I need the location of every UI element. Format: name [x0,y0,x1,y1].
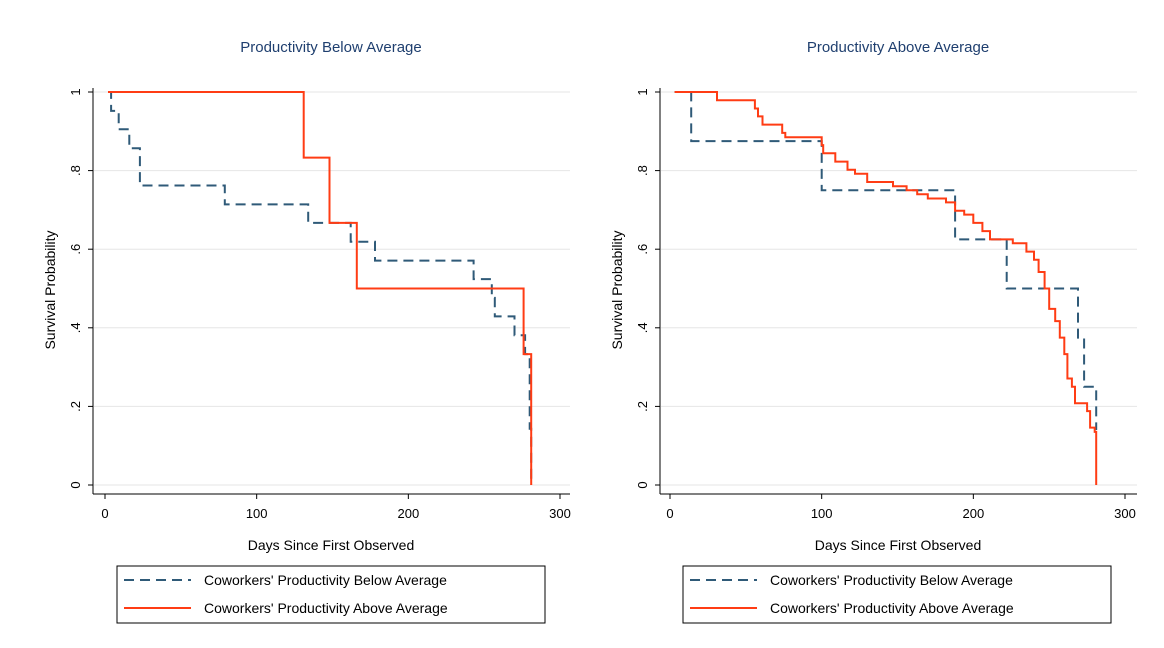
panel-left: Productivity Below Average 0 .2 .4 .6 .8 1 0 10… [42,39,571,624]
legend: Coworkers' Productivity Below Average Co… [116,565,546,624]
y-tick-label: .2 [635,401,650,412]
gridlines [661,91,1137,486]
series-line-above-average [674,91,1098,485]
ticks: 0 .2 .4 .6 .8 1 0 100 200 300 [68,88,571,521]
axes [92,88,570,495]
legend-box [116,565,546,624]
y-tick-label: 1 [68,88,83,95]
y-tick-label: 0 [68,481,83,488]
x-tick-label: 200 [962,506,984,521]
series-lines [674,91,1098,485]
x-axis-label: Days Since First Observed [815,537,982,553]
legend-label-above: Coworkers' Productivity Above Average [204,600,448,616]
y-tick-label: 0 [635,481,650,488]
x-tick-label: 100 [246,506,268,521]
series-line-above-average [108,91,533,485]
y-tick-label: .4 [68,322,83,333]
x-tick-label: 200 [397,506,419,521]
y-tick-label: .8 [635,165,650,176]
axes [659,88,1137,495]
panel-right: Productivity Above Average 0 .2 .4 .6 .8 1 0 10… [609,39,1137,624]
legend-label-above: Coworkers' Productivity Above Average [770,600,1014,616]
series-lines [108,91,533,485]
chart-title: Productivity Above Average [807,39,989,56]
x-axis-label: Days Since First Observed [248,537,415,553]
y-axis-label: Survival Probability [42,230,58,349]
ticks: 0 .2 .4 .6 .8 1 0 100 200 300 [635,88,1136,521]
legend-label-below: Coworkers' Productivity Below Average [770,572,1013,588]
x-tick-label: 300 [549,506,571,521]
x-tick-label: 300 [1114,506,1136,521]
y-tick-label: .6 [68,244,83,255]
y-axis-label: Survival Probability [609,230,625,349]
x-tick-label: 100 [811,506,833,521]
series-line-below-average [108,91,533,485]
gridlines [94,91,570,486]
y-tick-label: .2 [68,401,83,412]
legend: Coworkers' Productivity Below Average Co… [682,565,1112,624]
y-tick-label: .8 [68,165,83,176]
x-tick-label: 0 [101,506,108,521]
y-tick-label: .6 [635,244,650,255]
x-tick-label: 0 [666,506,673,521]
chart-title: Productivity Below Average [240,39,422,56]
legend-box [682,565,1112,624]
legend-label-below: Coworkers' Productivity Below Average [204,572,447,588]
y-tick-label: 1 [635,88,650,95]
y-tick-label: .4 [635,322,650,333]
